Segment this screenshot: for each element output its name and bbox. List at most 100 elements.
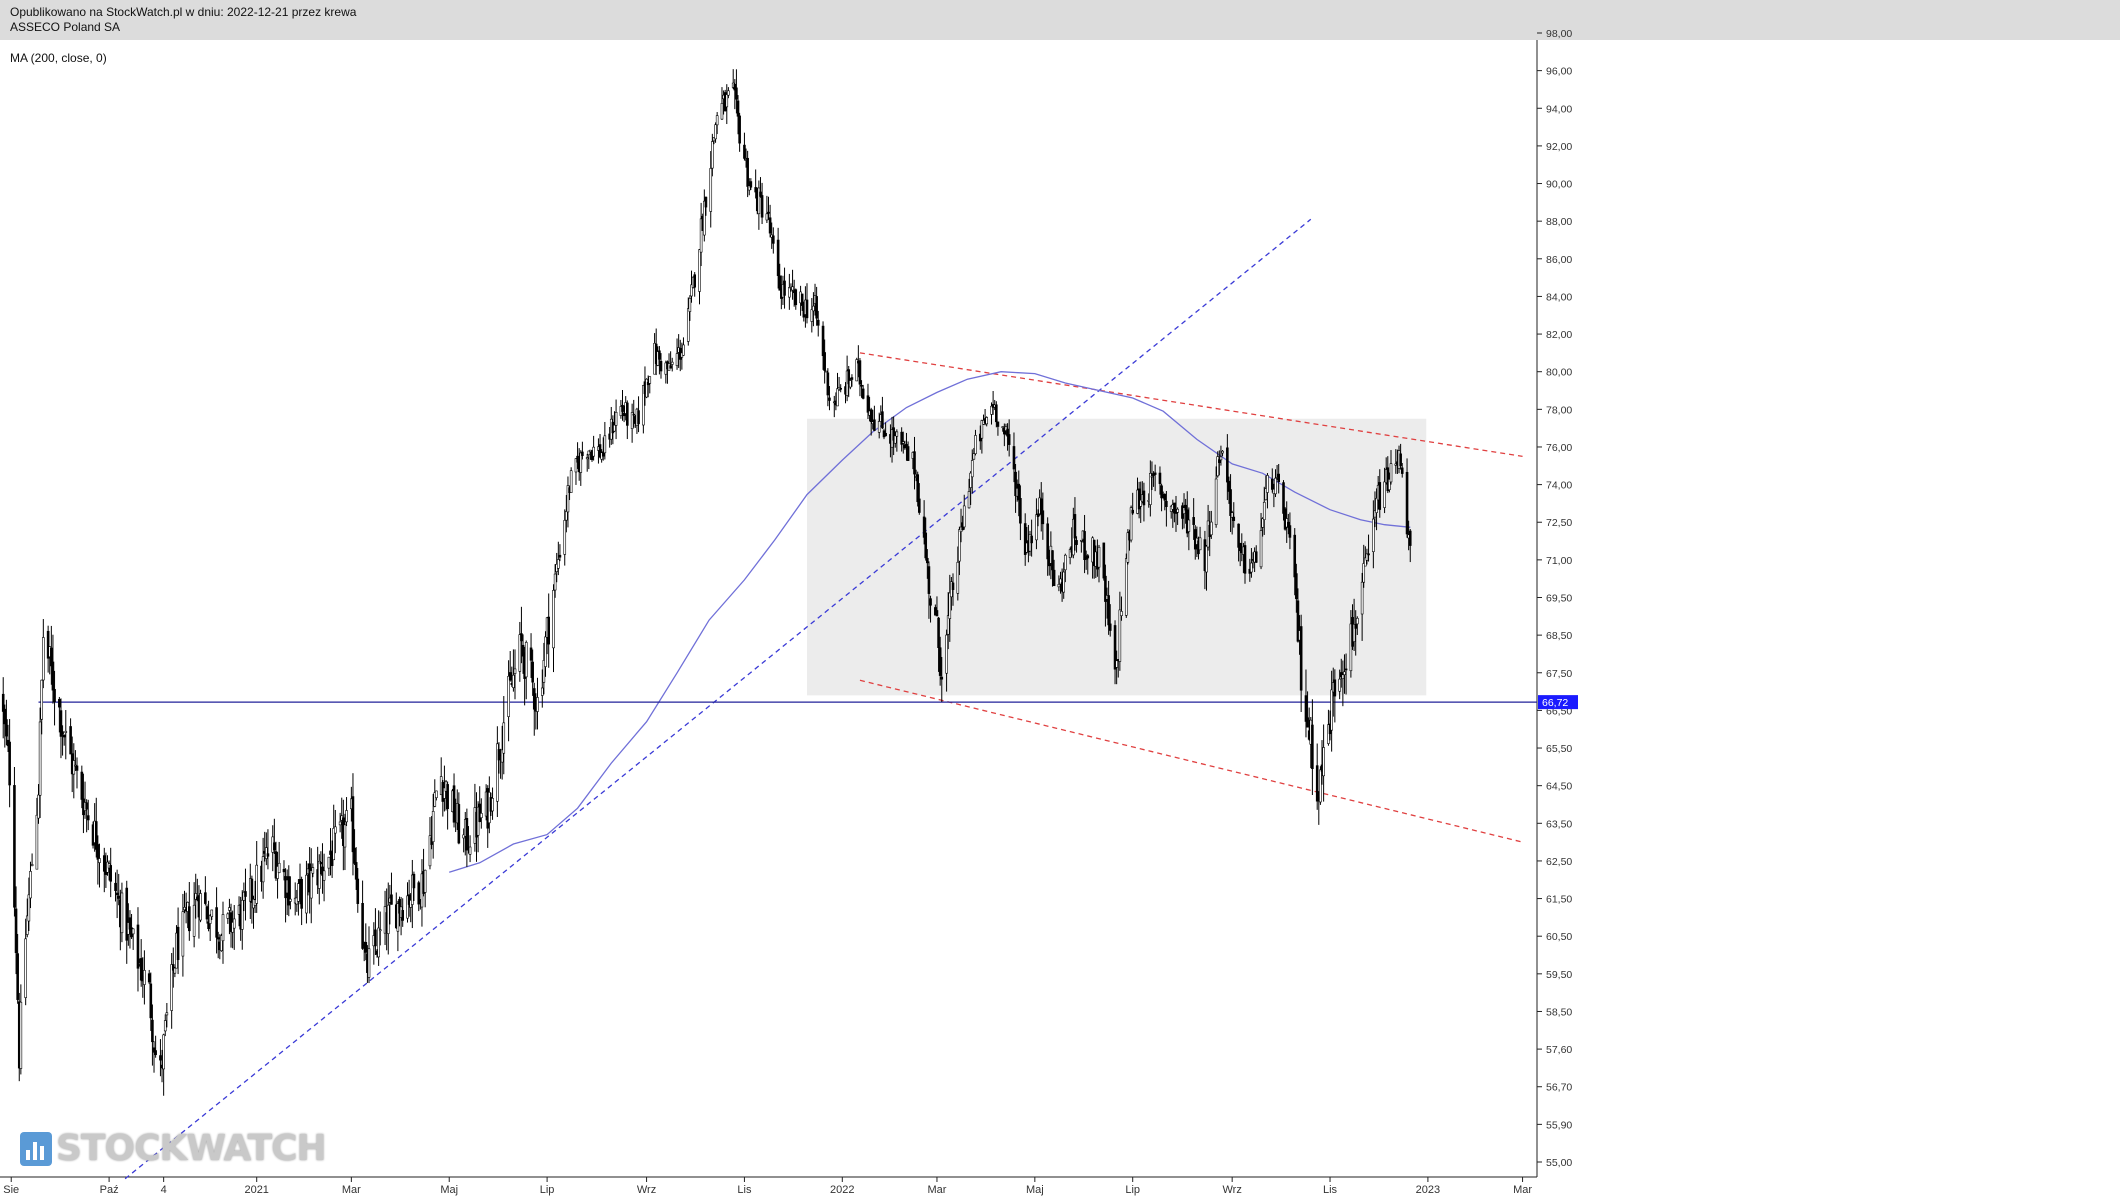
candle-body <box>80 771 84 800</box>
candle-body <box>244 891 247 897</box>
candle-body <box>38 721 42 796</box>
candle-body <box>565 511 568 521</box>
candle-body <box>5 719 8 737</box>
candle-body <box>1264 488 1268 501</box>
candle-body <box>658 350 661 360</box>
candle-body <box>1139 499 1143 507</box>
x-tick-label: Lip <box>1125 1184 1140 1196</box>
candle-body <box>1311 724 1314 769</box>
candle-body <box>1262 501 1266 521</box>
candle-body <box>1004 426 1008 431</box>
candle-body <box>1006 428 1009 437</box>
candle-body <box>72 760 76 775</box>
candle-body <box>860 384 863 387</box>
candle-body <box>1356 617 1359 625</box>
candle-body <box>1333 679 1337 697</box>
candle-body <box>828 397 831 401</box>
candle-body <box>478 803 482 822</box>
candle-body <box>29 871 32 899</box>
candle-body <box>51 661 55 691</box>
candle-body <box>114 882 117 891</box>
candle-body <box>626 402 629 426</box>
candle-body <box>810 309 814 322</box>
y-tick-label: 56,70 <box>1546 1082 1572 1094</box>
candle-body <box>714 124 717 140</box>
candle-body <box>927 566 931 594</box>
candle-body <box>311 867 315 874</box>
candle-body <box>1104 575 1107 602</box>
candle-body <box>962 505 966 528</box>
candle-body <box>524 642 528 678</box>
candle-body <box>42 637 45 681</box>
candle-body <box>772 235 775 244</box>
candle-body <box>194 893 198 900</box>
candle-body <box>435 790 438 798</box>
candle-body <box>1319 769 1322 803</box>
candle-body <box>725 94 729 108</box>
candle-body <box>378 929 382 932</box>
candle-body <box>901 441 905 444</box>
y-tick-label: 88,00 <box>1546 216 1572 228</box>
candle-body <box>1129 507 1133 541</box>
candle-body <box>1030 535 1033 544</box>
candle-body <box>1288 525 1292 538</box>
candle-body <box>176 926 180 960</box>
y-tick-label: 61,50 <box>1546 894 1572 906</box>
candle-body <box>265 847 268 859</box>
candle-body <box>98 858 101 863</box>
candle-body <box>428 835 432 867</box>
instrument-name: ASSECO Poland SA <box>10 20 121 34</box>
candle-body <box>282 868 286 873</box>
candle-body <box>1296 600 1300 642</box>
candle-body <box>715 115 719 126</box>
candle-body <box>1229 489 1232 516</box>
candle-body <box>816 319 820 326</box>
candle-body <box>1261 518 1264 528</box>
candle-body <box>411 874 414 905</box>
candle-body <box>1035 514 1038 541</box>
y-tick-label: 58,50 <box>1546 1006 1572 1018</box>
candle-body <box>513 668 517 674</box>
candle-body <box>532 688 536 710</box>
candle-body <box>768 217 772 234</box>
candle-body <box>104 870 108 875</box>
candle-body <box>1400 467 1404 474</box>
y-tick-label: 55,90 <box>1546 1119 1572 1131</box>
candle-body <box>948 592 952 619</box>
candle-body <box>1254 551 1258 563</box>
candle-body <box>552 590 555 649</box>
candle-body <box>613 424 616 432</box>
candle-body <box>544 636 547 667</box>
candle-body <box>136 924 140 969</box>
candle-body <box>1120 611 1123 617</box>
candle-body <box>746 157 749 187</box>
y-tick-label: 78,00 <box>1546 404 1572 416</box>
candle-body <box>1108 623 1112 631</box>
candle-body <box>37 794 40 819</box>
y-tick-label: 64,50 <box>1546 781 1572 793</box>
candle-body <box>390 894 393 905</box>
candle-body <box>117 895 121 899</box>
candle-body <box>1341 674 1345 680</box>
candle-body <box>14 908 18 954</box>
candle-body <box>916 474 920 503</box>
candle-body <box>767 211 770 214</box>
candle-body <box>1184 504 1187 511</box>
candle-body <box>500 749 504 763</box>
x-tick-label: 2021 <box>244 1184 268 1196</box>
candle-body <box>1014 471 1017 497</box>
candle-body <box>1080 539 1083 542</box>
candle-body <box>918 498 921 513</box>
candle-body <box>334 826 337 834</box>
candle-body <box>287 876 291 906</box>
candle-body <box>892 427 895 441</box>
candle-body <box>1277 473 1280 483</box>
candle-body <box>1210 521 1213 536</box>
candle-body <box>1158 472 1162 484</box>
candle-body <box>788 287 791 298</box>
candle-body <box>1131 509 1134 514</box>
candle-body <box>1192 517 1195 525</box>
candle-body <box>407 894 411 905</box>
y-tick-label: 74,00 <box>1546 480 1572 492</box>
